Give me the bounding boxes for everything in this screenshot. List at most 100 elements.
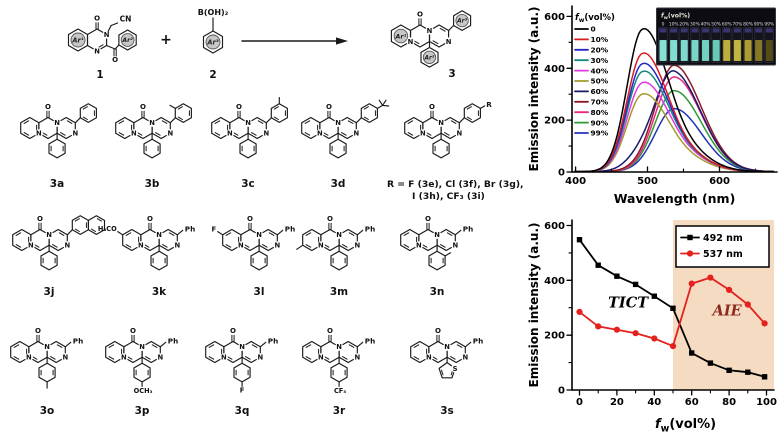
atom-N: N bbox=[416, 242, 422, 250]
marker-circle bbox=[726, 286, 733, 293]
cuvette-cap bbox=[744, 28, 752, 33]
atom-O: O bbox=[112, 56, 118, 64]
y-axis-title: Emission intensity (a.u.) bbox=[527, 7, 541, 172]
bond-line bbox=[305, 232, 312, 236]
atom-O: O bbox=[236, 103, 242, 111]
compound-3e-3i: ONN NR bbox=[404, 100, 492, 159]
bond-line bbox=[82, 106, 88, 110]
y-tick-label: 0 bbox=[558, 386, 565, 397]
atom-N: N bbox=[156, 231, 162, 239]
atom-mask bbox=[262, 129, 271, 138]
boronic-acid-label: B(OH)₂ bbox=[198, 8, 229, 17]
series-492nm bbox=[576, 237, 768, 380]
bond-line bbox=[356, 229, 364, 236]
aryl-ring bbox=[239, 138, 257, 159]
y-tick-label: 0 bbox=[558, 168, 565, 179]
r-group-label: R bbox=[486, 100, 492, 109]
spectrum-60% bbox=[574, 70, 774, 173]
bond-line bbox=[296, 244, 304, 250]
bond-line bbox=[305, 356, 312, 360]
cuvette-liquid bbox=[723, 40, 731, 61]
marker-circle bbox=[744, 301, 751, 308]
ph-label: Ph bbox=[365, 336, 375, 345]
atom-N: N bbox=[444, 343, 450, 351]
marker-square bbox=[689, 350, 695, 356]
bond-line bbox=[323, 356, 330, 360]
atom-O: O bbox=[417, 10, 423, 18]
atom-mask bbox=[418, 129, 427, 138]
arrowhead bbox=[336, 37, 348, 45]
cf3-label: CF₃ bbox=[334, 387, 346, 395]
cuvette-liquid bbox=[712, 40, 720, 61]
compound-id: 3c bbox=[241, 178, 255, 190]
bond-line bbox=[52, 244, 58, 248]
aryl-label: Ar³ bbox=[456, 18, 467, 25]
compound-id: 3n bbox=[430, 286, 445, 298]
compound-id: 3b bbox=[145, 178, 160, 190]
compound-id: 3r bbox=[333, 405, 346, 417]
bond-line bbox=[413, 344, 420, 348]
bond-line bbox=[265, 117, 272, 124]
inset-label: 90% bbox=[754, 22, 764, 28]
aryl-label: Ar¹ bbox=[394, 32, 406, 40]
legend-entry: 40% bbox=[591, 66, 609, 75]
bond-line bbox=[31, 356, 38, 360]
atom-mask bbox=[156, 353, 165, 362]
atom-O: O bbox=[140, 103, 146, 111]
atom-O: O bbox=[130, 327, 136, 335]
bond-line bbox=[126, 356, 133, 360]
aryl-label: Ar² bbox=[423, 54, 434, 61]
bond-line bbox=[342, 356, 348, 360]
atom-N: N bbox=[44, 343, 50, 351]
bond-line bbox=[74, 228, 80, 232]
cuvette-photo-inset: fw(vol%)0 10% 20% 30% 40% 50% 60% 70% 80% 90% 99% bbox=[656, 7, 776, 66]
aryl-ball bbox=[70, 32, 86, 48]
bond-line bbox=[304, 120, 311, 124]
bond-line bbox=[225, 244, 232, 248]
bond-line bbox=[403, 244, 410, 248]
atom-mask bbox=[244, 118, 253, 127]
atom-N: N bbox=[238, 242, 244, 250]
atom-mask bbox=[238, 342, 247, 351]
marker-circle bbox=[688, 280, 695, 287]
atom-N: N bbox=[245, 119, 251, 127]
aryl-ring bbox=[330, 250, 348, 271]
legend-marker bbox=[687, 234, 693, 241]
atom-N: N bbox=[317, 130, 323, 138]
bond-line bbox=[268, 232, 275, 236]
ph-label: Ph bbox=[268, 336, 278, 345]
bond-line bbox=[425, 132, 432, 136]
atom-O: O bbox=[147, 215, 153, 223]
atom-mask bbox=[433, 230, 442, 239]
aryl-ball bbox=[422, 50, 437, 64]
ph-label: Ph bbox=[473, 336, 483, 345]
bond-line bbox=[363, 116, 369, 120]
atom-mask bbox=[353, 241, 362, 250]
bond-line bbox=[243, 244, 250, 248]
bond-line bbox=[214, 132, 221, 136]
bond-line bbox=[479, 105, 486, 109]
ph-label: Ph bbox=[73, 336, 83, 345]
atom-N: N bbox=[336, 231, 342, 239]
atom-mask bbox=[63, 241, 72, 250]
legend-box bbox=[675, 225, 770, 268]
bond-line bbox=[169, 117, 176, 124]
bond-line bbox=[15, 244, 22, 248]
bond-line bbox=[259, 341, 267, 348]
aryl-ring bbox=[432, 138, 450, 159]
atom-mask bbox=[138, 342, 147, 351]
bond-line bbox=[448, 24, 455, 32]
legend-entry: 492 nm bbox=[703, 233, 743, 244]
compound-3-label: 3 bbox=[448, 68, 455, 80]
atom-O: O bbox=[326, 103, 332, 111]
ph-label: Ph bbox=[285, 224, 295, 233]
bond-line bbox=[143, 244, 150, 248]
atom-mask bbox=[136, 241, 145, 250]
atom-mask bbox=[461, 353, 470, 362]
bond-line bbox=[421, 244, 428, 248]
bond-line bbox=[450, 120, 457, 124]
x-tick-label: 400 bbox=[565, 176, 586, 187]
marker-circle bbox=[613, 326, 620, 333]
